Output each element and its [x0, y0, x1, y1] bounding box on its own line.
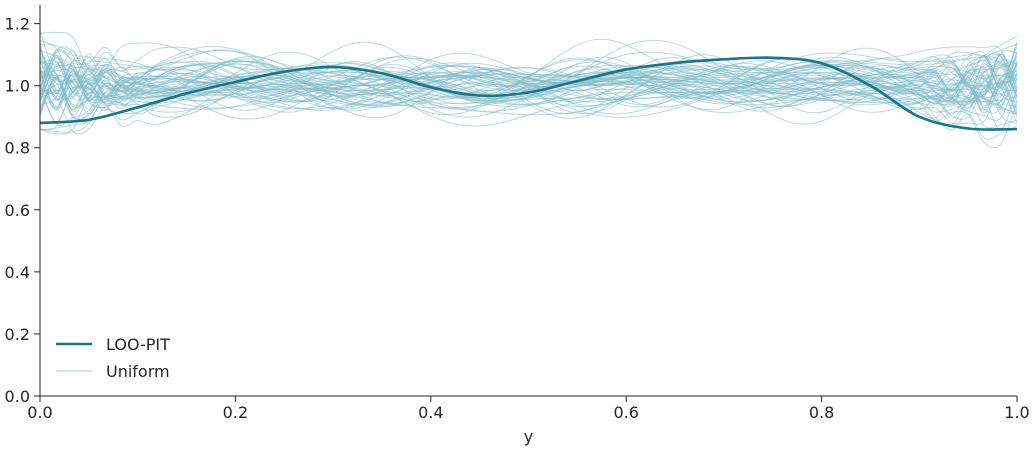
y-tick-label: 1.2	[5, 15, 30, 34]
uniform-line	[39, 52, 1018, 102]
y-tick-label: 0.0	[5, 387, 30, 406]
x-tick-label: 0.0	[27, 403, 52, 422]
y-axis-ticks: 0.0 0.2 0.4 0.6 0.8 1.0 1.2	[5, 15, 40, 406]
x-tick-label: 0.6	[613, 403, 638, 422]
x-tick-label: 0.8	[809, 403, 834, 422]
uniform-line	[39, 74, 1018, 135]
uniform-line	[39, 64, 1018, 127]
y-tick-label: 0.8	[5, 139, 30, 158]
uniform-series	[39, 29, 1018, 149]
y-tick-label: 0.6	[5, 201, 30, 220]
x-tick-label: 0.2	[223, 403, 248, 422]
uniform-line	[39, 29, 1018, 93]
loo-pit-line	[39, 56, 1018, 131]
uniform-line	[39, 43, 1018, 103]
y-tick-label: 1.0	[5, 77, 30, 96]
y-tick-label: 0.4	[5, 263, 30, 282]
uniform-line	[39, 54, 1018, 114]
legend-label-loo-pit: LOO-PIT	[106, 335, 170, 354]
uniform-line	[39, 61, 1018, 117]
x-axis-ticks: 0.0 0.2 0.4 0.6 0.8 1.0	[27, 396, 1030, 422]
uniform-line	[39, 47, 1018, 121]
uniform-line	[39, 52, 1018, 123]
x-tick-label: 0.4	[418, 403, 443, 422]
x-axis-title: y	[524, 427, 533, 446]
uniform-line	[39, 53, 1018, 111]
uniform-line	[39, 60, 1018, 103]
legend: LOO-PIT Uniform	[56, 335, 170, 381]
y-tick-label: 0.2	[5, 325, 30, 344]
uniform-line	[39, 49, 1018, 123]
uniform-line	[39, 62, 1018, 109]
x-tick-label: 1.0	[1004, 403, 1029, 422]
uniform-line	[39, 68, 1018, 125]
legend-label-uniform: Uniform	[106, 362, 170, 381]
uniform-line	[39, 64, 1018, 131]
